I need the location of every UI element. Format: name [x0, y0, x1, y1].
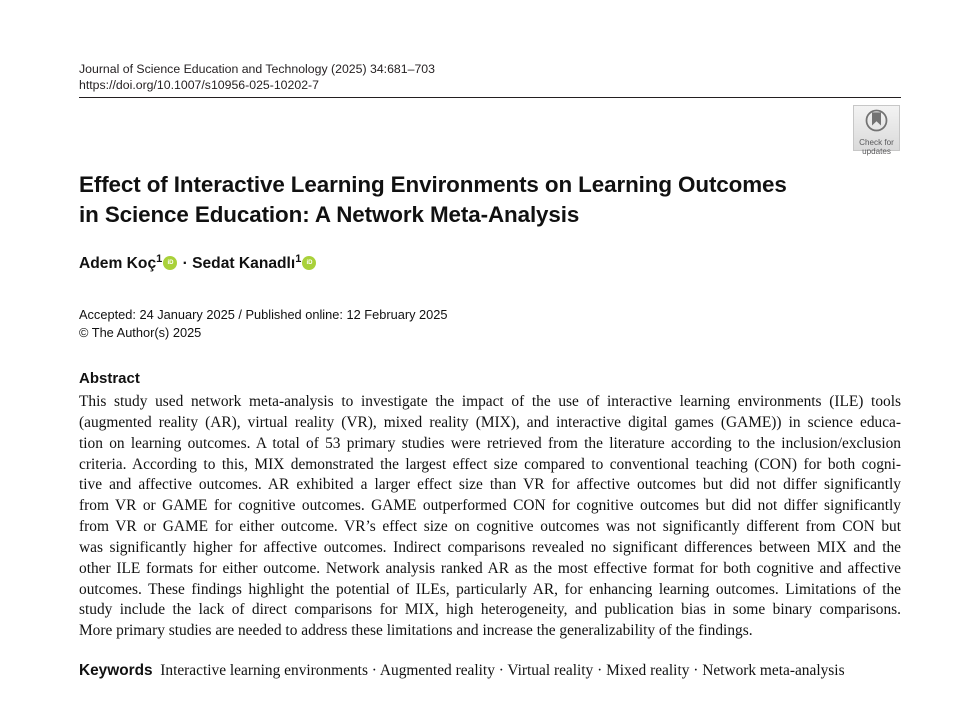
- svg-text:iD: iD: [167, 260, 174, 266]
- svg-text:iD: iD: [306, 260, 313, 266]
